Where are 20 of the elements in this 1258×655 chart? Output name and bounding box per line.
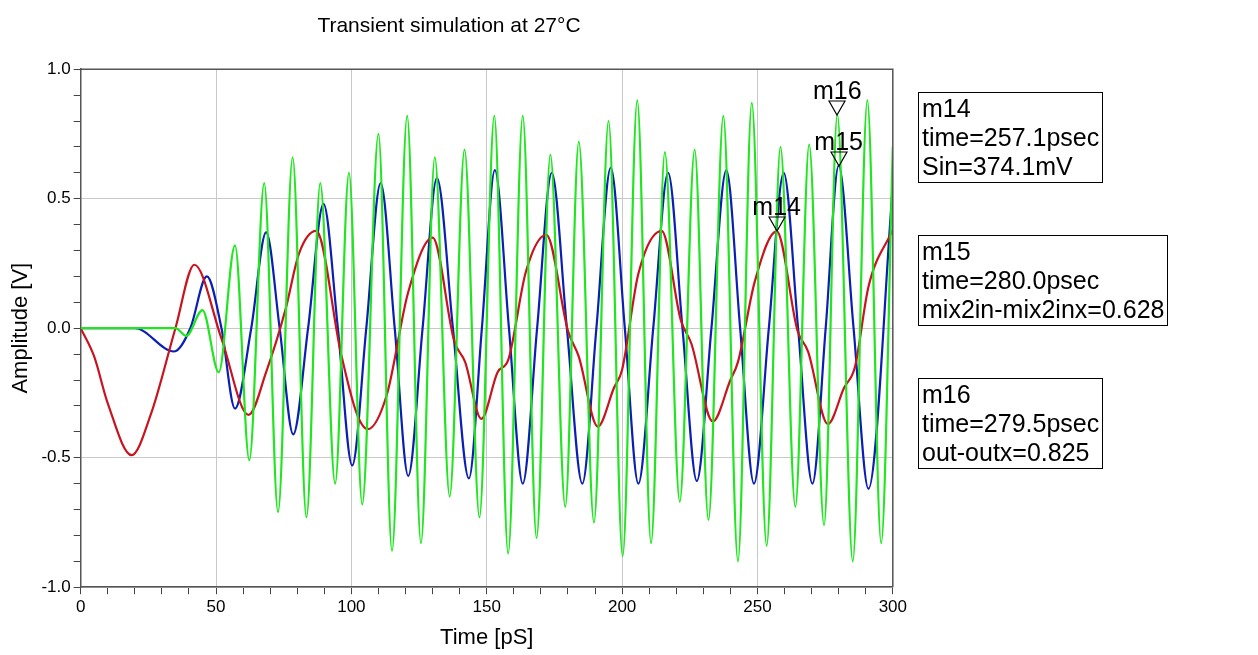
x-tick-label: 250 — [743, 597, 772, 617]
x-tick-label: 100 — [337, 597, 366, 617]
text: m15 time=280.0psec mix2in-mix2inx=0.628 — [918, 235, 1169, 326]
text: m14 time=257.1psec Sin=374.1mV — [918, 92, 1104, 183]
x-tick-label: 50 — [206, 597, 226, 617]
x-axis-title: Time [pS] — [440, 623, 534, 649]
annotation: m16 — [813, 75, 862, 104]
y-tick-label: 1.0 — [47, 58, 71, 78]
y-tick-label: 0.0 — [47, 317, 71, 337]
y-tick-label: 0.5 — [47, 188, 71, 208]
x-tick-label: 200 — [607, 597, 637, 617]
line-series — [80, 99, 893, 563]
y-tick-label: -1.0 — [41, 576, 71, 596]
y-axis-title: Amplitude [V] — [7, 262, 33, 394]
chart-title: Transient simulation at 27°C — [317, 13, 581, 37]
x-tick-label: 0 — [75, 597, 86, 617]
x-tick-label: 300 — [878, 597, 908, 617]
y-tick-label: -0.5 — [41, 447, 71, 467]
x-tick-label: 150 — [472, 597, 501, 617]
text: m16 time=279.5psec out-outx=0.825 — [918, 378, 1104, 469]
